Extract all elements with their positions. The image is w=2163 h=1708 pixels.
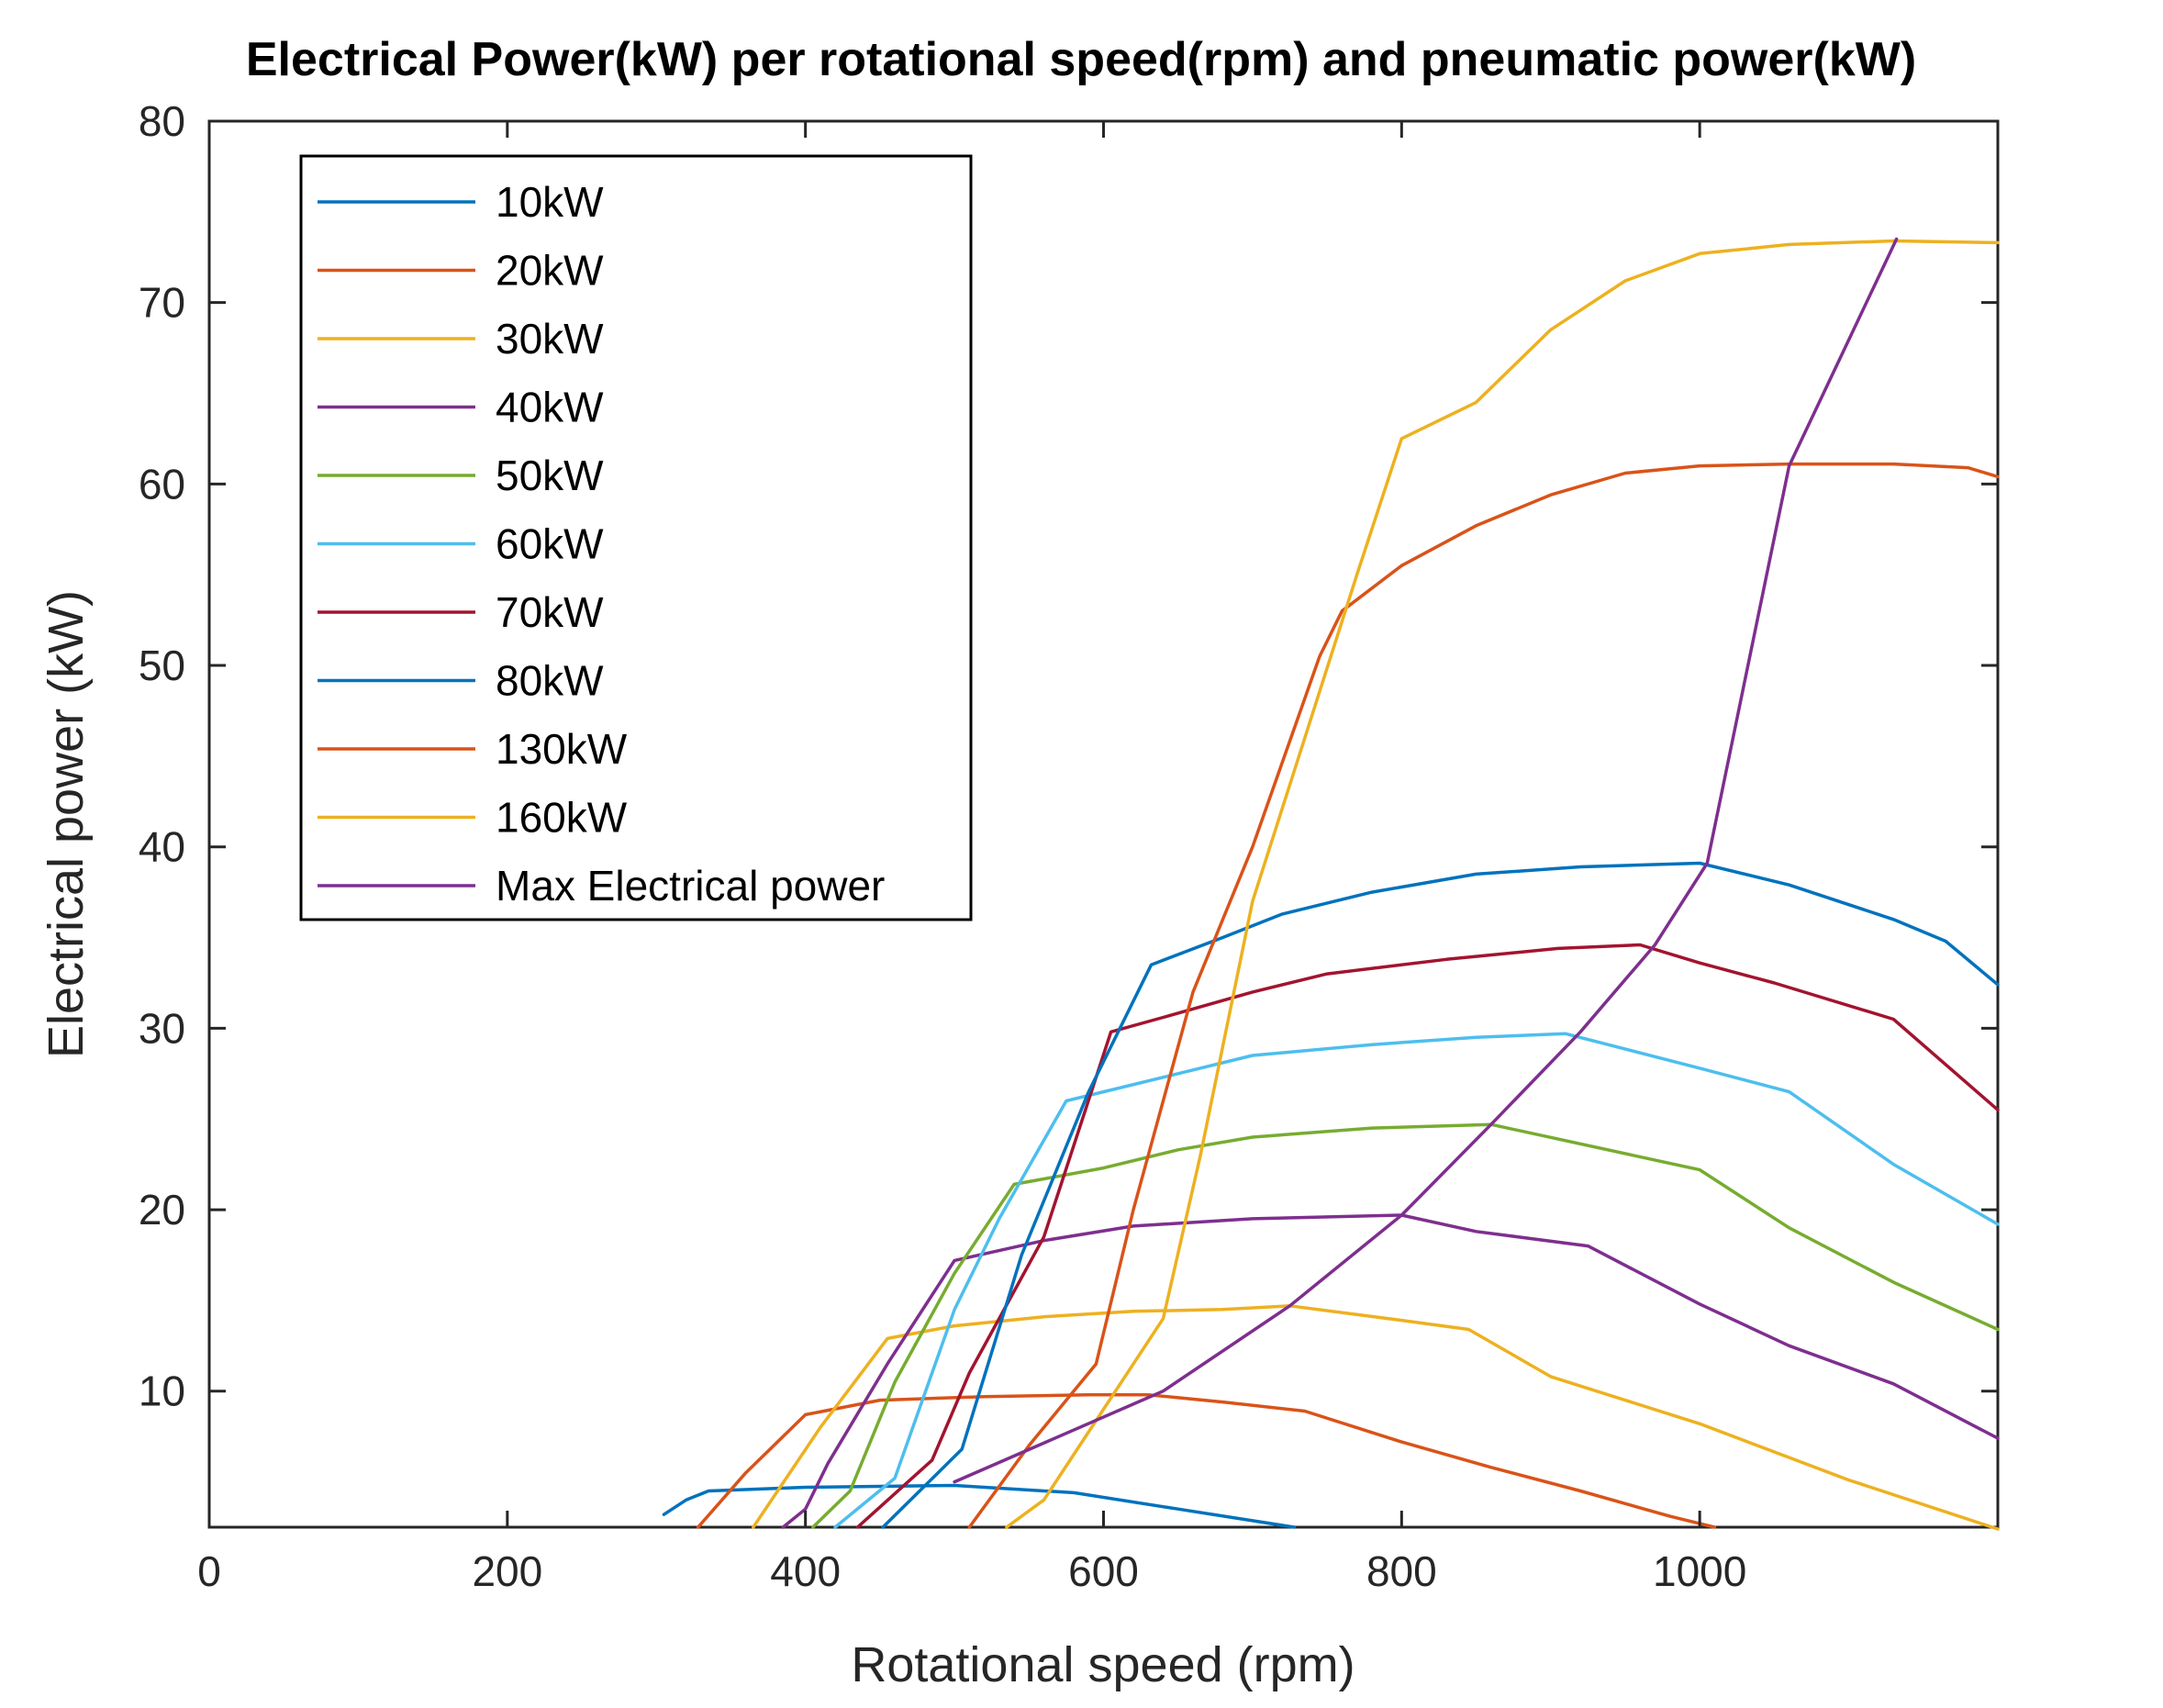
series-line-3: [781, 1213, 2000, 1529]
series-line-10: [953, 237, 1899, 1484]
legend-label-7: 80kW: [496, 657, 604, 705]
legend-label-2: 30kW: [496, 315, 604, 363]
x-tick-label-1: 200: [472, 1547, 542, 1595]
series-line-1: [696, 1392, 1717, 1529]
y-tick-label-0: 10: [139, 1368, 185, 1415]
x-tick-label-5: 1000: [1653, 1547, 1746, 1595]
legend-box: [299, 154, 973, 921]
series-line-5: [833, 1032, 2000, 1529]
x-tick-label-3: 600: [1068, 1547, 1139, 1595]
legend-label-9: 160kW: [496, 794, 628, 842]
series-line-6: [855, 943, 2000, 1529]
legend: 10kW 20kW 30kW 40kW 50kW 60kW 70kW 80kW 130kW 160…: [299, 154, 973, 921]
series-line-8: [967, 462, 2000, 1529]
legend-label-1: 20kW: [496, 247, 604, 295]
y-tick-label-4: 50: [139, 642, 185, 689]
series-line-0: [662, 1483, 1297, 1529]
axes-layer: 0 200 400 600 800 1000 10 20 30 40 50 60 70 80: [139, 97, 1998, 1595]
legend-label-6: 70kW: [496, 588, 604, 636]
x-tick-label-4: 800: [1366, 1547, 1437, 1595]
legend-label-5: 60kW: [496, 520, 604, 568]
series-layer: [662, 237, 2000, 1531]
series-line-2: [752, 1304, 2000, 1531]
legend-label-4: 50kW: [496, 452, 604, 499]
legend-label-3: 40kW: [496, 384, 604, 431]
series-line-4: [811, 1122, 2000, 1529]
series-line-7: [881, 861, 2000, 1529]
chart-title: Electrical Power(kW) per rotational spee…: [246, 33, 1916, 86]
legend-label-8: 130kW: [496, 725, 628, 773]
legend-label-0: 10kW: [496, 178, 604, 226]
y-axis-label: Electrical power (kW): [39, 590, 94, 1058]
y-tick-label-2: 30: [139, 1004, 185, 1052]
y-tick-label-7: 80: [139, 97, 185, 145]
x-tick-label-2: 400: [770, 1547, 841, 1595]
y-tick-label-6: 70: [139, 279, 185, 327]
y-tick-label-3: 40: [139, 823, 185, 871]
x-axis-label: Rotational speed (rpm): [851, 1637, 1355, 1692]
y-tick-label-1: 20: [139, 1186, 185, 1234]
legend-label-10: Max Electrical power: [496, 862, 885, 910]
series-line-9: [1005, 239, 2000, 1529]
y-tick-label-5: 60: [139, 460, 185, 508]
x-tick-label-0: 0: [197, 1547, 221, 1595]
